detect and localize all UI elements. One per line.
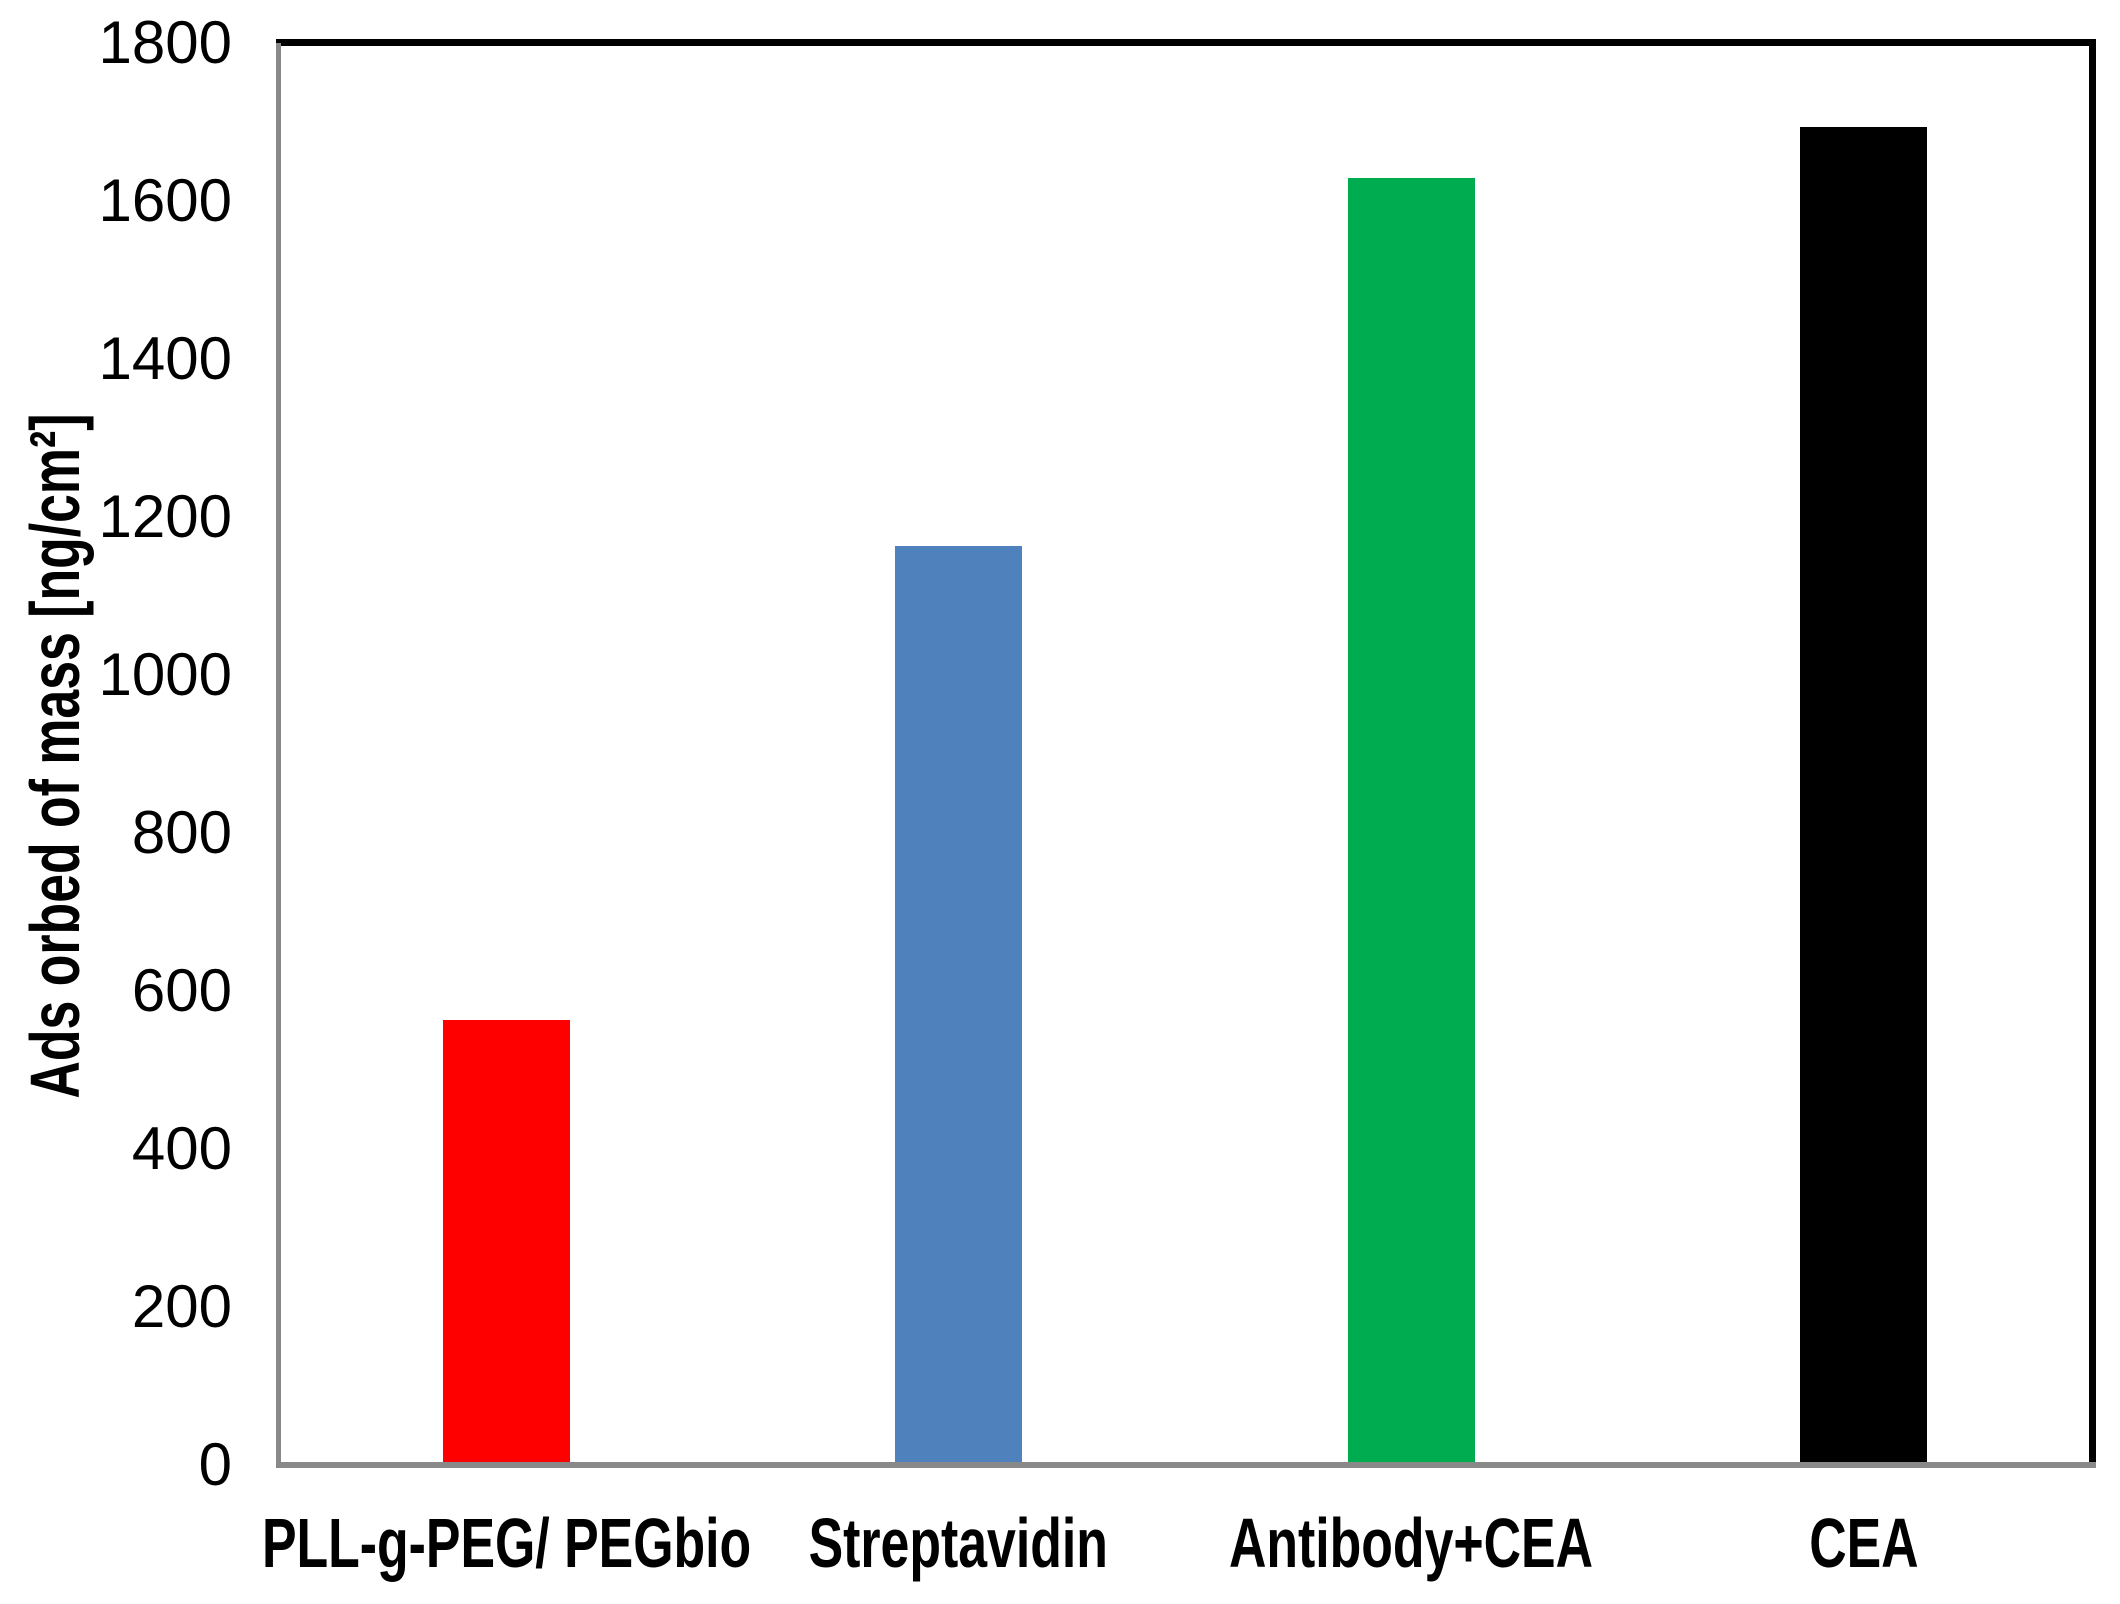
- x-category-label: CEA: [1638, 1498, 2091, 1588]
- y-tick-label: 0: [198, 1431, 232, 1498]
- x-category-label: Antibody+CEA: [1185, 1498, 1638, 1588]
- plot-border-right: [2089, 39, 2096, 1466]
- x-category-label: Streptavidin: [733, 1498, 1186, 1588]
- y-tick-label: 1800: [98, 9, 232, 76]
- y-tick-label: 1200: [98, 483, 232, 550]
- plot-border-top: [276, 39, 2096, 46]
- x-category-label-text: Antibody+CEA: [1229, 1504, 1594, 1582]
- x-category-label-text: CEA: [1809, 1504, 1919, 1582]
- bar-3: [1347, 178, 1475, 1462]
- y-tick-label: 1400: [98, 325, 232, 392]
- x-category-label-text: Streptavidin: [809, 1504, 1109, 1582]
- y-tick-label: 1600: [98, 167, 232, 234]
- y-tick-label: 800: [131, 799, 232, 866]
- bar-2: [895, 545, 1023, 1462]
- x-category-label: PLL-g-PEG/ PEGbio: [262, 1498, 751, 1588]
- y-tick-label: 1000: [98, 641, 232, 708]
- bar-1: [442, 1019, 570, 1462]
- y-tick-label: 200: [131, 1273, 232, 1340]
- x-category-label-text: PLL-g-PEG/ PEGbio: [261, 1504, 751, 1582]
- y-tick-label: 600: [131, 957, 232, 1024]
- x-axis-line: [276, 1462, 2096, 1468]
- y-axis-title: Ads orbed of mass [ng/cm²]: [15, 293, 95, 1219]
- y-axis-line: [276, 43, 281, 1465]
- bar-4: [1800, 126, 1928, 1462]
- y-tick-label: 400: [131, 1115, 232, 1182]
